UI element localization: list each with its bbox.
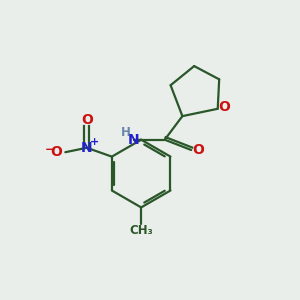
Text: CH₃: CH₃	[129, 224, 153, 237]
Text: −: −	[45, 143, 55, 156]
Text: O: O	[81, 113, 93, 128]
Text: O: O	[50, 145, 62, 159]
Text: +: +	[90, 137, 99, 148]
Text: H: H	[121, 126, 130, 139]
Text: N: N	[128, 133, 140, 147]
Text: O: O	[192, 143, 204, 157]
Text: N: N	[81, 141, 93, 155]
Text: O: O	[218, 100, 230, 114]
